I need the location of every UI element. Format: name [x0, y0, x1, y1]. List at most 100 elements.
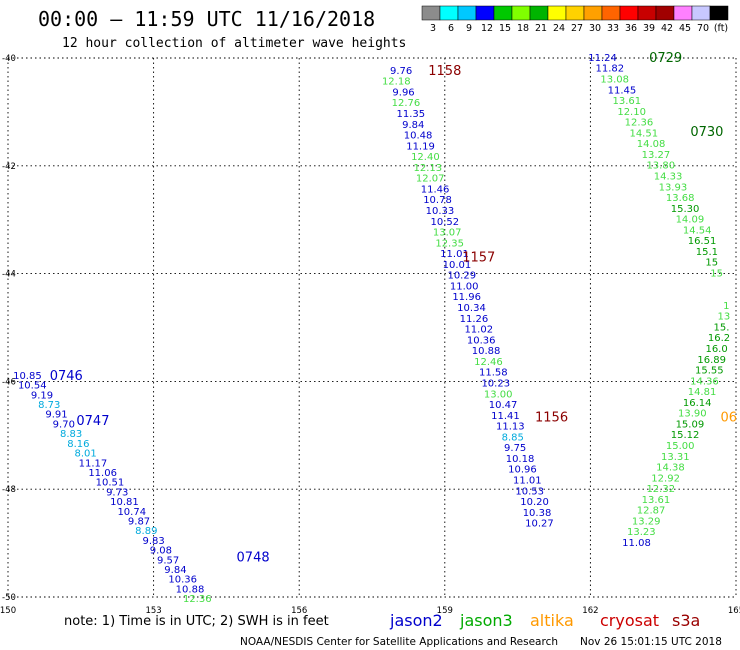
data-point-label: 13.61: [612, 96, 641, 107]
data-point-label: 12.35: [435, 238, 464, 249]
colorbar-swatch: [655, 5, 675, 21]
data-point-label: 13: [717, 312, 730, 323]
data-point-label: 12.13: [413, 163, 442, 174]
data-point-label: 15.30: [671, 204, 700, 215]
data-point-label: 8.85: [502, 432, 524, 443]
data-point-label: 14.38: [656, 463, 685, 474]
data-point-label: 10.88: [472, 346, 501, 357]
data-point-label: 11.58: [479, 368, 508, 379]
data-point-label: 9.73: [106, 487, 128, 498]
colorbar-label: 9: [466, 23, 472, 34]
data-point-label: 15: [710, 269, 723, 280]
data-point-label: 12.36: [183, 594, 212, 605]
time-label: 0747: [76, 414, 109, 429]
data-point-label: 13.07: [433, 228, 462, 239]
data-point-label: 10.18: [506, 454, 535, 465]
data-point-label: 10.78: [423, 195, 452, 206]
y-tick-label: -48: [2, 485, 16, 495]
data-point-label: 16.89: [697, 355, 726, 366]
data-point-label: 11.96: [452, 292, 481, 303]
data-point-label: 13.23: [627, 527, 656, 538]
data-point-label: 10.74: [117, 507, 146, 518]
colorbar-label: 27: [571, 23, 583, 34]
data-point-label: 1: [723, 301, 729, 312]
data-point-label: 9.84: [164, 565, 186, 576]
data-point-label: 9.57: [157, 555, 179, 566]
data-point-label: 13.00: [484, 389, 513, 400]
data-point-label: 13.68: [666, 193, 695, 204]
colorbar-swatch: [709, 5, 729, 21]
time-label: 1158: [428, 64, 461, 79]
chart-title: 00:00 — 11:59 UTC 11/16/2018: [38, 7, 375, 31]
y-tick-label: -40: [2, 54, 16, 64]
data-point-label: 11.35: [397, 109, 426, 120]
colorbar-label: 21: [535, 23, 547, 34]
colorbar-swatch: [691, 5, 711, 21]
data-point-label: 11.13: [496, 422, 525, 433]
data-point-label: 16.14: [683, 398, 712, 409]
time-label: 1156: [535, 410, 568, 425]
data-point-label: 12.87: [637, 506, 666, 517]
data-point-label: 10.96: [508, 465, 537, 476]
footer-timestamp: Nov 26 15:01:15 UTC 2018: [580, 636, 722, 648]
data-point-label: 11.01: [440, 249, 469, 260]
y-tick-label: -42: [2, 162, 16, 172]
data-point-label: 10.54: [18, 381, 47, 392]
data-point-label: 10.34: [457, 303, 486, 314]
data-point-label: 12.36: [625, 118, 654, 129]
data-point-label: 9.75: [504, 443, 526, 454]
x-tick-label: 165: [728, 606, 740, 616]
colorbar-label: 36: [625, 23, 637, 34]
colorbar-label: 45: [679, 23, 691, 34]
data-point-label: 13.90: [678, 409, 707, 420]
data-point-label: 10.47: [489, 400, 518, 411]
data-point-label: 15.12: [671, 430, 700, 441]
colorbar-label: 6: [448, 23, 454, 34]
data-point-label: 10.81: [110, 497, 139, 508]
x-tick-label: 162: [582, 606, 598, 616]
data-point-label: 15.55: [695, 366, 724, 377]
data-point-label: 10.53: [515, 486, 544, 497]
time-label: 1157: [462, 250, 495, 265]
colorbar-swatch: [511, 5, 531, 21]
data-point-label: 15.: [713, 322, 729, 333]
data-point-label: 12.76: [392, 98, 421, 109]
data-point-label: 12.92: [651, 473, 680, 484]
colorbar-swatch: [475, 5, 495, 21]
legend-entry: jason2: [389, 611, 443, 630]
colorbar: 3 6 9 12 15 18 21 24 27 30 33 36 39 42 45 70 (ft): [421, 5, 729, 34]
colorbar-swatch: [583, 5, 603, 21]
data-point-label: 11.02: [464, 325, 493, 336]
colorbar-swatch: [565, 5, 585, 21]
data-point-label: 11.41: [491, 411, 520, 422]
x-tick-label: 156: [291, 606, 307, 616]
data-point-label: 9.96: [392, 87, 414, 98]
data-point-label: 11.46: [421, 184, 450, 195]
colorbar-label: 24: [553, 23, 565, 34]
data-point-label: 9.84: [402, 120, 424, 131]
data-point-label: 10.36: [467, 335, 496, 346]
x-tick-label: 150: [0, 606, 16, 616]
data-point-label: 13.29: [632, 516, 661, 527]
colorbar-swatch: [673, 5, 693, 21]
time-label: 06: [720, 410, 737, 425]
colorbar-swatch: [637, 5, 657, 21]
colorbar-swatch: [547, 5, 567, 21]
legend-entry: altika: [530, 611, 574, 630]
data-point-label: 10.20: [520, 497, 549, 508]
data-points: 9.7612.189.9612.7611.359.8410.4811.1912.…: [13, 53, 730, 605]
colorbar-label: 33: [607, 23, 619, 34]
data-point-label: 14.81: [688, 387, 717, 398]
data-point-label: 15.00: [666, 441, 695, 452]
chart-subtitle: 12 hour collection of altimeter wave hei…: [62, 36, 406, 51]
time-labels: 1158 1157 1156 0729 0730 0746 0747 0748 06: [50, 51, 737, 566]
data-point-label: 8.83: [60, 429, 82, 440]
data-point-label: 10.52: [430, 217, 459, 228]
data-point-label: 15.1: [696, 247, 718, 258]
satellite-legend: jason2 jason3 altika cryosat s3a: [389, 611, 700, 630]
data-point-label: 11.08: [622, 538, 651, 549]
colorbar-swatch: [439, 5, 459, 21]
data-point-label: 9.70: [53, 419, 75, 430]
